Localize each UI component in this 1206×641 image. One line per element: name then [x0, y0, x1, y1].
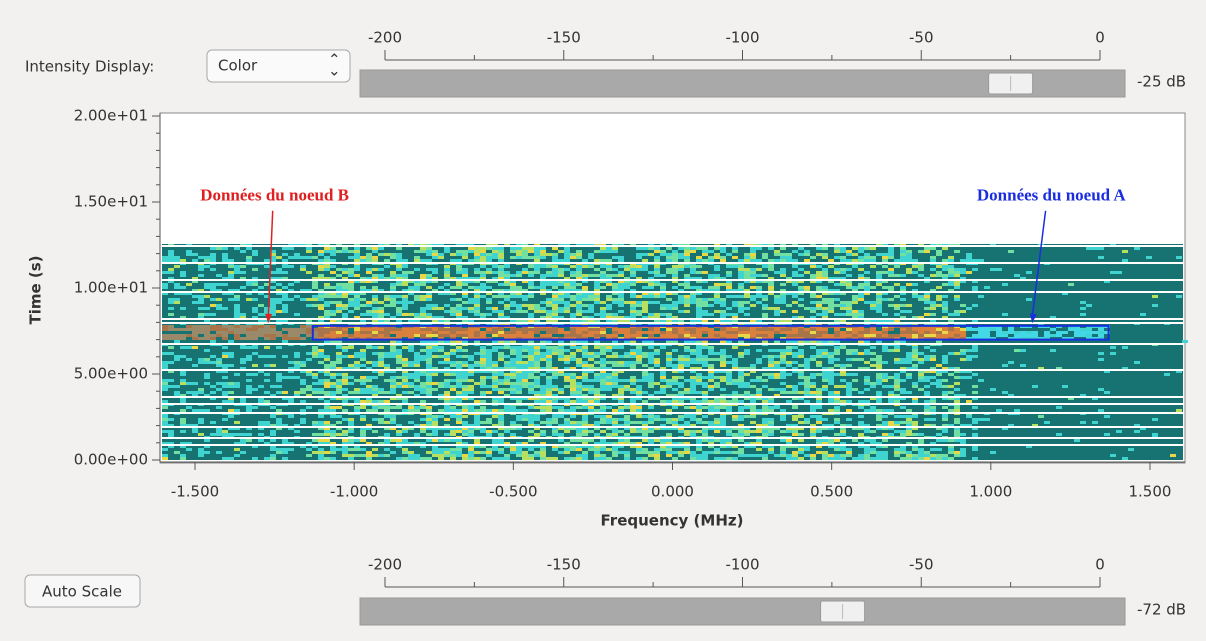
- slider-tick-label: -200: [368, 556, 402, 574]
- waterfall-gap: [162, 291, 1183, 293]
- slider-value-label: -25 dB: [1137, 73, 1186, 91]
- waterfall-gap: [162, 318, 1183, 320]
- y-tick-label: 2.00e+01: [74, 107, 148, 125]
- waterfall-gap: [162, 369, 1183, 371]
- auto-scale-button[interactable]: [24, 574, 141, 608]
- waterfall-cells: [162, 325, 318, 340]
- y-tick-label: 1.00e+01: [74, 279, 148, 297]
- intensity-label: Intensity Display:: [25, 58, 154, 76]
- slider-tick-label: -50: [909, 556, 934, 574]
- slider-tick-label: -150: [547, 556, 581, 574]
- x-tick-label: -1.500: [171, 483, 219, 501]
- x-tick-label: -0.500: [489, 483, 537, 501]
- annotation-arrow: [267, 210, 274, 318]
- highlight-box: [311, 324, 1110, 341]
- waterfall-gap: [162, 279, 1183, 281]
- y-tick-label: 0.00e+00: [74, 451, 148, 469]
- annotation-arrow: [1031, 210, 1047, 318]
- annotation-arrowhead: [265, 313, 273, 324]
- slider-tick-label: 0: [1095, 556, 1105, 574]
- annotation-arrowhead: [1029, 313, 1037, 324]
- waterfall-cells: [162, 244, 1188, 460]
- waterfall-gap: [162, 343, 1183, 345]
- waterfall-gap: [162, 403, 1183, 405]
- slider-tick-label: -100: [725, 556, 759, 574]
- waterfall-gap: [162, 444, 1183, 446]
- slider-track: [359, 597, 1126, 626]
- annotation: Données du noeud B: [200, 186, 349, 205]
- slider-tick-label: -150: [547, 29, 581, 47]
- y-axis-label: Time (s): [27, 255, 45, 324]
- waterfall-gap: [162, 396, 1183, 398]
- waterfall-cells: [966, 325, 1110, 340]
- waterfall-cells: [168, 244, 1182, 460]
- x-tick-label: 0.500: [810, 483, 853, 501]
- slider-tick-label: 0: [1095, 29, 1105, 47]
- combo-arrow-up: ⌃: [328, 51, 341, 69]
- waterfall-gap: [162, 437, 1183, 439]
- waterfall-cells: [162, 325, 966, 340]
- intensity-combo[interactable]: [206, 49, 351, 83]
- waterfall-gap: [162, 426, 1183, 428]
- y-tick-label: 1.50e+01: [74, 193, 148, 211]
- slider-tick-label: -50: [909, 29, 934, 47]
- x-axis-label: Frequency (MHz): [601, 512, 744, 530]
- x-tick-label: -1.000: [330, 483, 378, 501]
- waterfall-gap: [162, 322, 1183, 324]
- waterfall-gap: [162, 412, 1183, 414]
- slider-tick-label: -200: [368, 29, 402, 47]
- slider-value-label: -72 dB: [1137, 601, 1186, 619]
- auto-scale-label: Auto Scale: [42, 583, 122, 601]
- annotation: Données du noeud A: [977, 186, 1127, 205]
- x-tick-label: 1.500: [1129, 483, 1172, 501]
- waterfall-texture: [162, 244, 1188, 460]
- waterfall-gap: [162, 262, 1183, 264]
- x-tick-label: 1.000: [969, 483, 1012, 501]
- x-tick-label: 0.000: [651, 483, 694, 501]
- y-tick-label: 5.00e+00: [74, 365, 148, 383]
- intensity-value: Color: [218, 57, 258, 75]
- combo-arrow-down: ⌄: [328, 62, 341, 80]
- slider-tick-label: -100: [725, 29, 759, 47]
- waterfall-gap: [162, 245, 1183, 247]
